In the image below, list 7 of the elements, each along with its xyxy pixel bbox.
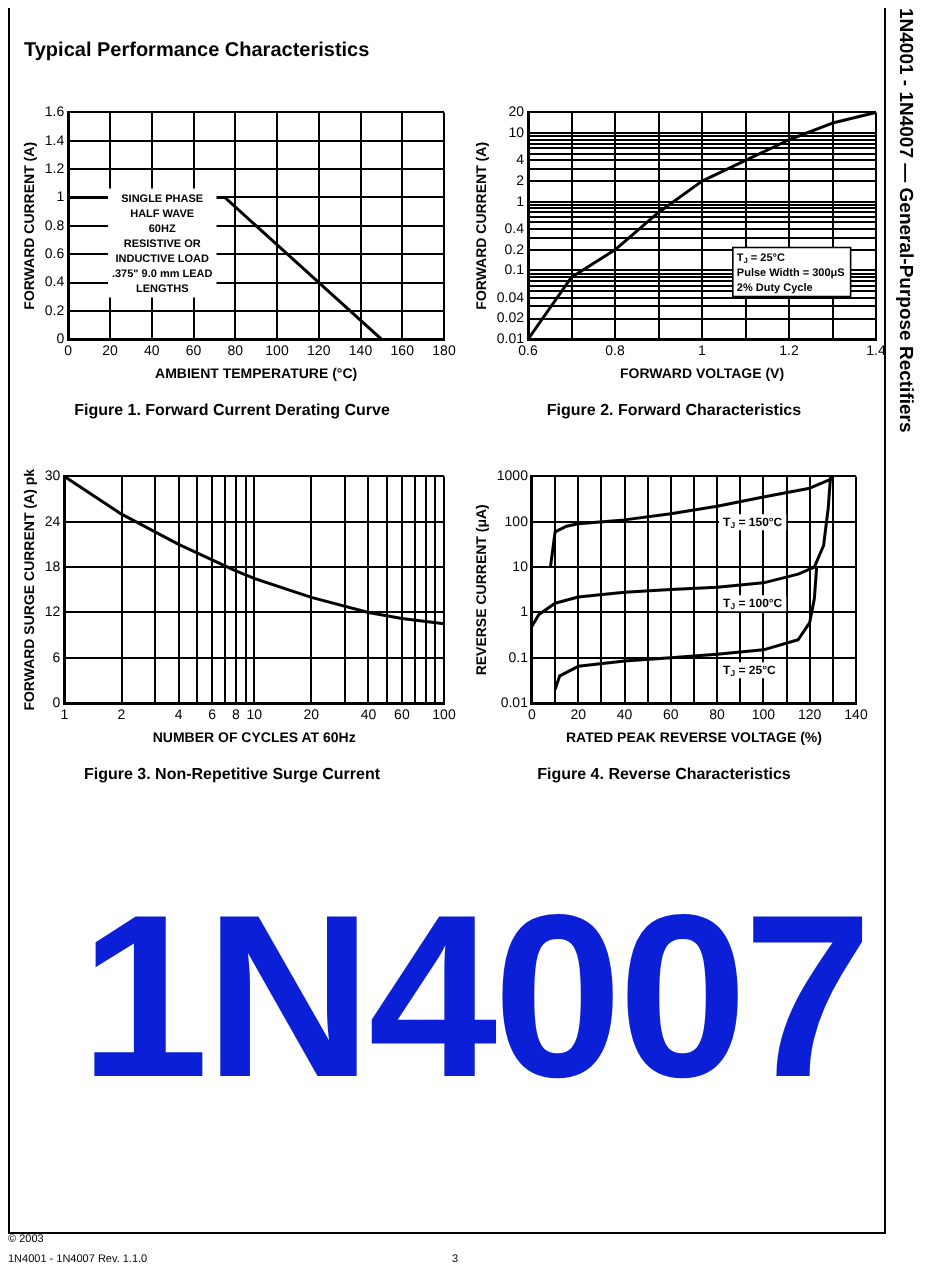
text: Figure 2. Forward Characteristics <box>546 400 803 419</box>
text: 1N4007 <box>77 866 871 1126</box>
text: Typical Performance Characteristics <box>24 40 370 62</box>
text: 1N4001 - 1N4007 — General-Purpose Rectifiers <box>894 8 916 433</box>
text: Figure 4. Reverse Characteristics <box>537 764 792 783</box>
text: Figure 3. Non-Repetitive Surge Current <box>83 764 381 783</box>
text: Figure 1. Forward Current Derating Curve <box>74 400 391 419</box>
